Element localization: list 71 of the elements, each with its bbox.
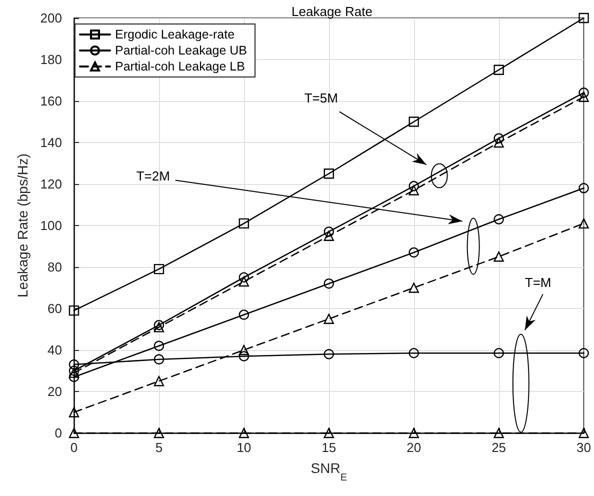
point bbox=[324, 349, 334, 360]
point bbox=[494, 348, 504, 358]
annotation: T=5M bbox=[304, 90, 338, 106]
point bbox=[68, 407, 80, 418]
x-tick-label: 25 bbox=[492, 440, 506, 455]
point bbox=[324, 314, 334, 324]
point bbox=[238, 272, 250, 282]
legend-label: Partial-coh Leakage LB bbox=[115, 60, 245, 74]
point bbox=[494, 133, 504, 144]
point bbox=[578, 12, 589, 24]
point bbox=[154, 376, 164, 386]
point bbox=[408, 247, 419, 258]
x-tick-label: 0 bbox=[70, 440, 78, 455]
y-tick-label: 40 bbox=[48, 342, 62, 358]
y-tick-label: 180 bbox=[40, 52, 62, 67]
y-tick-label: 200 bbox=[40, 10, 62, 26]
point bbox=[154, 428, 164, 438]
point bbox=[238, 344, 250, 356]
y-tick-label: 0 bbox=[54, 426, 62, 440]
x-tick-label: 5 bbox=[155, 440, 163, 455]
point bbox=[324, 278, 334, 289]
point bbox=[408, 185, 419, 196]
y-tick-label: 160 bbox=[40, 94, 62, 108]
point bbox=[578, 348, 589, 358]
point bbox=[408, 180, 419, 192]
annotation: T=2M bbox=[136, 168, 170, 184]
annotation: T=M bbox=[524, 275, 552, 290]
point bbox=[154, 354, 164, 364]
point bbox=[578, 218, 589, 229]
point bbox=[154, 264, 164, 274]
point bbox=[238, 310, 250, 320]
point bbox=[578, 88, 589, 98]
y-tick-label: 60 bbox=[48, 301, 62, 316]
x-tick-label: 20 bbox=[406, 440, 422, 455]
point bbox=[408, 348, 419, 358]
point bbox=[494, 137, 504, 148]
y-tick-label: 80 bbox=[48, 260, 62, 274]
x-tick-label: 15 bbox=[322, 440, 336, 455]
y-tick-label: 100 bbox=[40, 218, 62, 233]
y-tick-label: 140 bbox=[40, 135, 62, 150]
x-tick-label: 10 bbox=[236, 440, 252, 455]
point bbox=[238, 276, 250, 287]
point bbox=[154, 340, 164, 351]
point bbox=[238, 351, 250, 362]
point bbox=[578, 428, 589, 438]
point bbox=[68, 359, 80, 370]
point bbox=[238, 428, 250, 438]
legend-label: Ergodic Leakage-rate bbox=[115, 28, 235, 42]
y-tick-label: 120 bbox=[40, 176, 62, 192]
point bbox=[68, 372, 80, 382]
point bbox=[578, 183, 589, 194]
point bbox=[494, 428, 504, 438]
point bbox=[238, 218, 250, 229]
point bbox=[324, 428, 334, 438]
y-axis-title: Leakage Rate (bps/Hz) bbox=[14, 154, 30, 298]
x-tick-label: 30 bbox=[576, 440, 592, 455]
point bbox=[68, 305, 80, 316]
legend-label: Partial-coh Leakage UB bbox=[115, 44, 248, 58]
point bbox=[324, 168, 334, 179]
point bbox=[324, 230, 334, 241]
point bbox=[494, 64, 504, 75]
point bbox=[578, 92, 589, 102]
point bbox=[324, 226, 334, 237]
point bbox=[494, 214, 504, 224]
point bbox=[408, 116, 419, 127]
chart-title: Leakage Rate bbox=[292, 4, 372, 19]
point bbox=[68, 428, 80, 438]
point bbox=[408, 428, 419, 438]
point bbox=[408, 282, 419, 293]
y-tick-label: 20 bbox=[48, 384, 62, 399]
point bbox=[494, 252, 504, 262]
